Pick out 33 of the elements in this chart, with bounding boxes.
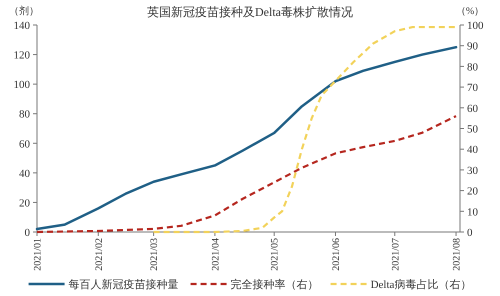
legend-label: 完全接种率（右）	[230, 278, 319, 291]
y-tick-label: 80	[19, 108, 30, 121]
y-axis-title: （剂）	[9, 5, 39, 17]
x-tick-label: 2021/05	[270, 238, 281, 271]
x-tick-label: 2021/01	[32, 238, 44, 271]
x-tick-label: 2021/02	[94, 238, 105, 271]
y2-tick-label: 50	[467, 124, 478, 136]
y-tick-label: 0	[24, 227, 30, 239]
chart-title: 英国新冠疫苗接种及Delta毒株扩散情况	[147, 5, 353, 19]
y2-axis-title: （%）	[456, 6, 484, 17]
y-tick-label: 100	[14, 79, 30, 92]
x-tick-label: 2021/08	[452, 238, 463, 271]
y-tick-label: 140	[14, 20, 30, 32]
x-tick-label: 2021/03	[149, 238, 160, 271]
y-tick-label: 40	[19, 168, 30, 180]
y2-tick-label: 20	[467, 186, 478, 198]
x-tick-label: 2021/07	[390, 238, 402, 271]
legend-label: 每百人新冠疫苗接种量	[68, 278, 179, 291]
legend-label: Delta病毒占比（右）	[370, 278, 472, 291]
y2-tick-label: 60	[467, 102, 478, 115]
y2-tick-label: 30	[467, 164, 478, 177]
y-tick-label: 120	[14, 50, 30, 62]
x-tick-label: 2021/06	[330, 238, 342, 271]
y2-tick-label: 90	[467, 40, 478, 53]
x-tick-label: 2021/04	[210, 238, 222, 271]
y-tick-label: 60	[19, 138, 30, 150]
y2-tick-label: 70	[467, 82, 478, 94]
y2-tick-label: 40	[467, 144, 478, 156]
y2-tick-label: 80	[467, 61, 478, 74]
y2-tick-label: 0	[467, 227, 473, 239]
y2-tick-label: 100	[467, 20, 484, 32]
y2-tick-label: 10	[467, 206, 478, 218]
y-tick-label: 20	[19, 197, 30, 210]
